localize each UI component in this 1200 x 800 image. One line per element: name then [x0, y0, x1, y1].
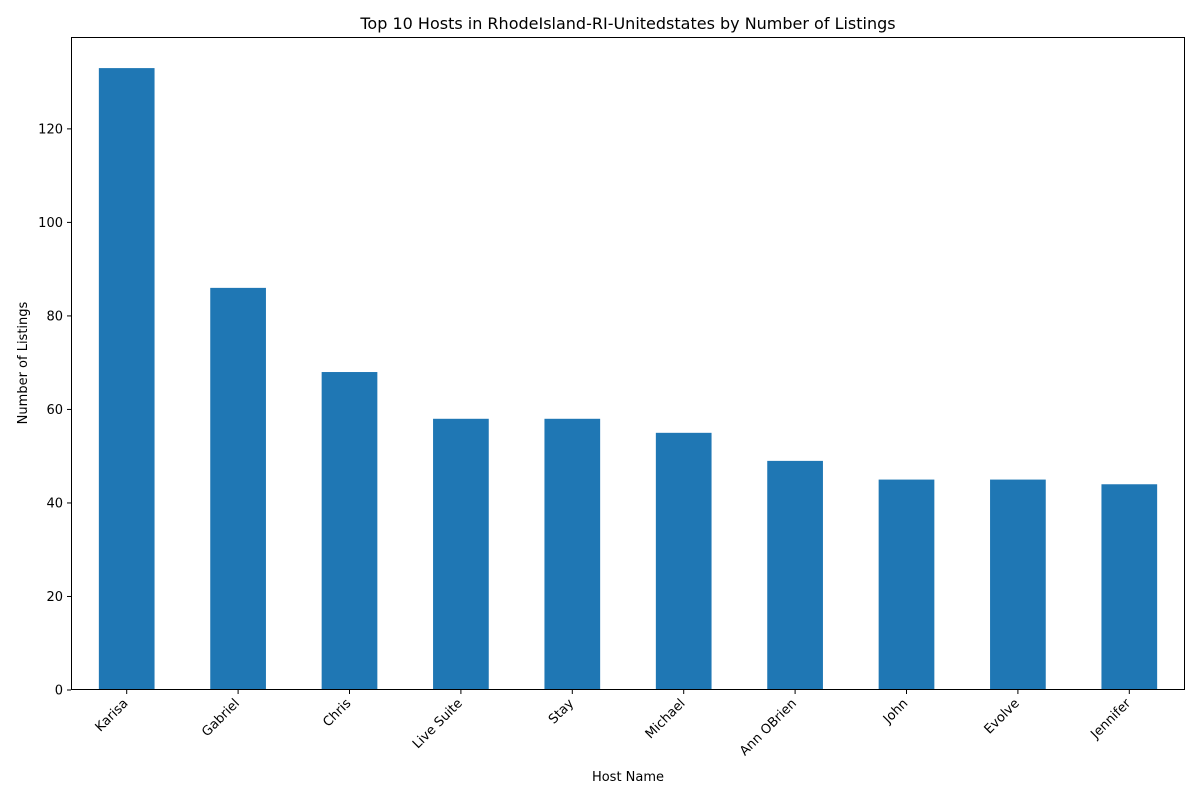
- bars-group: [98, 68, 1158, 691]
- bar-evolve: [990, 479, 1046, 690]
- bar-ann-obrien: [767, 460, 823, 690]
- plot-frame: [71, 37, 1185, 690]
- y-tick-label: 120: [38, 122, 63, 137]
- bar-john: [878, 479, 935, 690]
- bar-gabriel: [210, 287, 266, 690]
- x-axis-label: Host Name: [592, 770, 664, 785]
- bar-live-suite: [433, 418, 489, 690]
- y-tick-label: 60: [46, 403, 63, 418]
- bar-karisa: [98, 68, 155, 691]
- y-axis-ticks: 0 20 40 60 80 100 120: [38, 122, 71, 699]
- y-tick-label: 0: [55, 684, 63, 699]
- y-tick-label: 20: [46, 590, 63, 605]
- bar-chris: [321, 372, 378, 690]
- chart-title: Top 10 Hosts in RhodeIsland-RI-Unitedsta…: [359, 14, 895, 33]
- y-tick-label: 80: [46, 309, 63, 324]
- bar-michael: [655, 432, 712, 690]
- bar-jennifer: [1101, 484, 1158, 690]
- bar-stay: [544, 418, 601, 690]
- y-tick-label: 40: [46, 496, 63, 511]
- y-tick-label: 100: [38, 216, 63, 231]
- y-axis-label: Number of Listings: [16, 301, 31, 424]
